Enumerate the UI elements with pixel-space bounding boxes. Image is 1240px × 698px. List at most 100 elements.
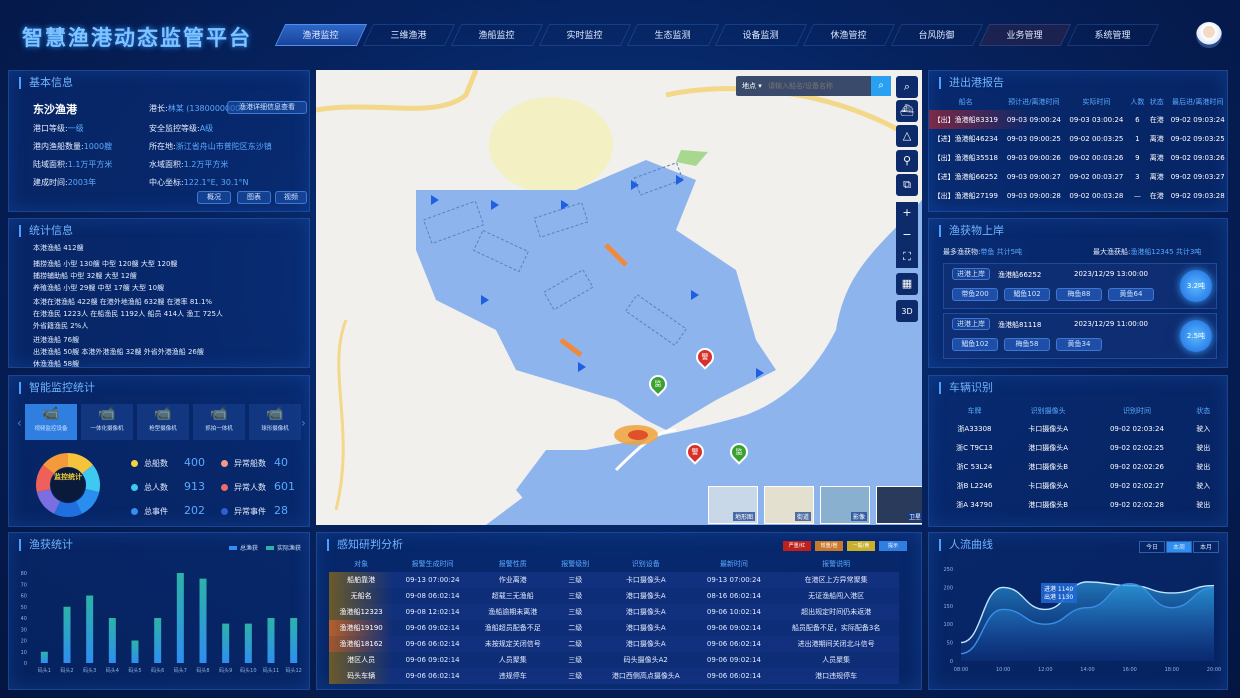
landing-card[interactable]: 进港上岸 渔港船66252 2023/12/29 13:00:00 带鱼200 鲳鱼10…: [943, 263, 1217, 309]
table-row[interactable]: 浙A 34790 港口摄像头B 09-02 02:02:28 驶出: [939, 495, 1219, 514]
table-cell: 船员配备不足，实际配备3名: [791, 624, 881, 632]
y-tick-label: 80: [21, 571, 27, 577]
alert-table: 对象 报警生成时间 报警性质 报警级别 识别设备 最新时间 报警说明 船舶靠港 09-13 07…: [329, 555, 899, 684]
next-arrow-icon[interactable]: ›: [301, 416, 306, 430]
basemap-option[interactable]: 街道: [764, 486, 814, 524]
user-avatar[interactable]: [1196, 22, 1222, 48]
camera-marker-icon[interactable]: [691, 290, 699, 300]
table-row[interactable]: 【出】渔港船27199 09-03 09:00:28 09-02 00:03:28 —…: [929, 186, 1229, 205]
zoom-in-icon[interactable]: +: [896, 202, 918, 224]
alert-level-filter[interactable]: 较重/橙: [815, 541, 843, 551]
nav-tab[interactable]: 休渔管控: [802, 24, 896, 46]
search-icon[interactable]: ⌕: [871, 76, 891, 96]
table-cell: 6: [1135, 115, 1140, 124]
monitor-stat: 异常人数 601: [221, 480, 295, 493]
legend-label: 总渔获: [240, 545, 259, 552]
nav-tab[interactable]: 生态监测: [626, 24, 720, 46]
table-row[interactable]: 渔港船19190 09-06 09:02:14 渔船超员配备不足 二级 港口摄像头A 09…: [329, 620, 899, 636]
chart-tooltip: [1041, 583, 1077, 603]
camera-type-tab[interactable]: 📹 枪型摄像机: [137, 404, 189, 440]
column-header: 报警生成时间: [411, 559, 454, 568]
search-icon[interactable]: ⌕: [896, 76, 918, 98]
time-range-tab[interactable]: 今日: [1139, 541, 1165, 553]
table-row[interactable]: 浙A33308 卡口摄像头A 09-02 02:03:24 驶入: [939, 419, 1219, 438]
table-cell: 驶入: [1196, 481, 1211, 490]
landing-card[interactable]: 进港上岸 渔港船81118 2023/12/29 11:00:00 鲳鱼102 梅鱼58…: [943, 313, 1217, 359]
overview-button[interactable]: 概况: [197, 191, 231, 204]
table-row[interactable]: 【出】渔港船35518 09-03 09:00:26 09-02 00:03:26 9…: [929, 148, 1229, 167]
stat-label: 异常人数: [234, 483, 266, 492]
nav-tab-label: 渔船监控: [478, 31, 515, 41]
info-value: 林某 (1380000000): [167, 104, 244, 113]
camera-marker-icon[interactable]: [491, 200, 499, 210]
catch-landing-panel: 渔获物上岸 最多渔获物:带鱼 共计5吨 最大渔获船:渔港船12345 共计3吨 进港…: [928, 218, 1228, 368]
video-button[interactable]: 视频: [275, 191, 307, 204]
camera-marker-icon[interactable]: [481, 295, 489, 305]
basemap-option[interactable]: 卫星: [876, 486, 922, 524]
table-row[interactable]: 港区人员 09-06 09:02:14 人员聚集 三级 码头摄像头A2 09-06 09:…: [329, 652, 899, 668]
port-detail-link[interactable]: 渔港详细信息查看: [227, 101, 307, 114]
table-cell: 09-06 09:02:14: [405, 624, 460, 632]
table-row[interactable]: 船舶靠港 09-13 07:00:24 作业离港 三级 卡口摄像头A 09-13 07:0…: [329, 572, 899, 588]
basemap-option[interactable]: 地形图: [708, 486, 758, 524]
table-row[interactable]: 【出】渔港船83319 09-03 09:00:24 09-03 03:00:24 6…: [929, 110, 1229, 129]
camera-type-tab[interactable]: 📹 视频监控设备: [25, 404, 77, 440]
nav-tab[interactable]: 台风防御: [890, 24, 984, 46]
table-cell: 09-02 09:03:28: [1170, 191, 1225, 200]
prev-arrow-icon[interactable]: ‹: [17, 416, 22, 430]
camera-marker-icon[interactable]: [431, 195, 439, 205]
nav-tab[interactable]: 三维渔港: [362, 24, 456, 46]
table-row[interactable]: 码头车辆 09-06 06:02:14 违规停车 三级 港口西侧高点摄像头A 09-06 …: [329, 668, 899, 684]
person-pin-icon[interactable]: ⚲: [896, 150, 918, 172]
map-search-input[interactable]: [768, 78, 868, 94]
table-row[interactable]: 【进】渔港船46234 09-03 09:00:25 09-02 00:03:25 1…: [929, 129, 1229, 148]
nav-tab[interactable]: 渔港监控: [274, 24, 368, 46]
table-cell: 港区人员: [329, 652, 394, 668]
fullscreen-icon[interactable]: ⛶: [896, 246, 918, 268]
table-row[interactable]: 浙C T9C13 港口摄像头A 09-02 02:02:25 驶出: [939, 438, 1219, 457]
alert-level-filter[interactable]: 一般/黄: [847, 541, 875, 551]
camera-type-tab[interactable]: 📹 球形摄像机: [249, 404, 301, 440]
camera-type-tab[interactable]: 📹 一体化摄像机: [81, 404, 133, 440]
table-row[interactable]: 【进】渔港船66252 09-03 09:00:27 09-02 00:03:27 3…: [929, 167, 1229, 186]
camera-marker-icon[interactable]: [578, 362, 586, 372]
nav-tab[interactable]: 渔船监控: [450, 24, 544, 46]
table-row[interactable]: 浙B L2246 卡口摄像头A 09-02 02:02:27 驶入: [939, 476, 1219, 495]
search-type-select[interactable]: 地点 ▾: [742, 82, 762, 90]
zoom-out-icon[interactable]: −: [896, 224, 918, 246]
table-row[interactable]: 渔港船12323 09-08 12:02:14 渔船逾期未离港 三级 港口摄像头A 09-…: [329, 604, 899, 620]
table-row[interactable]: 渔港船18162 09-06 06:02:14 未按规定关闭信号 二级 港口摄像头A 09…: [329, 636, 899, 652]
ship-icon[interactable]: ⛴: [896, 100, 918, 122]
table-row[interactable]: 浙C 53L24 港口摄像头B 09-02 02:02:26 驶出: [939, 457, 1219, 476]
nav-tab[interactable]: 设备监测: [714, 24, 808, 46]
table-cell: 驶出: [1196, 500, 1211, 509]
stat-value: 601: [274, 480, 295, 493]
nav-tab[interactable]: 实时监控: [538, 24, 632, 46]
alert-level-filter[interactable]: 严重/红: [783, 541, 811, 551]
panel-title: 统计信息: [19, 225, 73, 237]
fence-icon[interactable]: △: [896, 125, 918, 147]
table-cell: 09-02 02:02:26: [1109, 462, 1164, 471]
info-value: 一级: [67, 124, 84, 133]
column-header: 状态: [1149, 97, 1164, 106]
table-row[interactable]: 无船名 09-08 06:02:14 超载三无渔船 三级 港口摄像头A 08-16 06:…: [329, 588, 899, 604]
camera-marker-icon[interactable]: [676, 175, 684, 185]
nav-tab[interactable]: 系统管理: [1066, 24, 1160, 46]
table-cell: 09-03 09:00:28: [1006, 191, 1061, 200]
nav-tab[interactable]: 业务管理: [978, 24, 1072, 46]
time-range-tab[interactable]: 本月: [1193, 541, 1219, 553]
camera-marker-icon[interactable]: [756, 368, 764, 378]
camera-marker-icon[interactable]: [561, 200, 569, 210]
port-report-table: 船名 预计进/离港时间 实际时间 人数 状态 最后进/离港时间 【出】渔港船83319 09-…: [929, 93, 1229, 205]
alert-level-filter[interactable]: 提示: [879, 541, 907, 551]
camera-marker-icon[interactable]: [631, 180, 639, 190]
camera-type-tab[interactable]: 📹 抓拍一体机: [193, 404, 245, 440]
time-range-tab[interactable]: 本周: [1166, 541, 1192, 553]
chart-button[interactable]: 图表: [237, 191, 271, 204]
3d-icon[interactable]: 3D: [896, 300, 918, 322]
basemap-icon[interactable]: ▦: [896, 273, 918, 295]
stat-value: 28: [274, 504, 288, 517]
basemap-option[interactable]: 影像: [820, 486, 870, 524]
layers-icon[interactable]: ⧉: [896, 174, 918, 196]
